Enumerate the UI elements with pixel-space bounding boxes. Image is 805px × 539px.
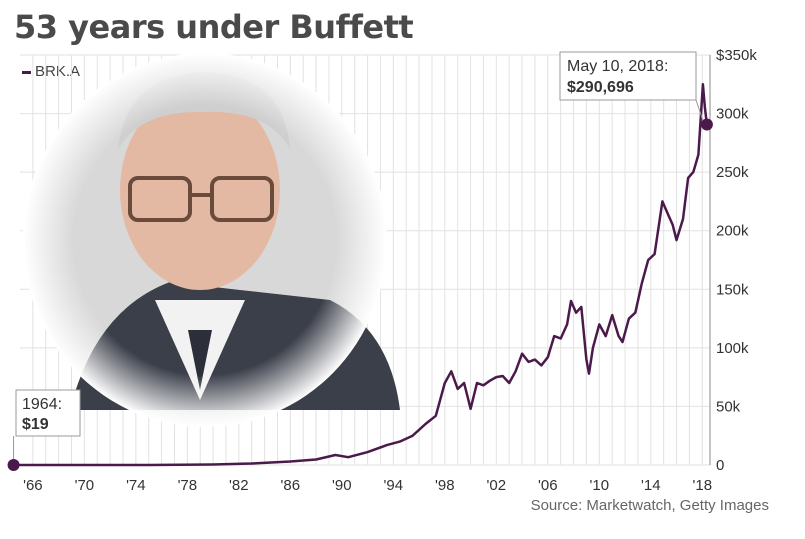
x-tick-label: '90 <box>332 477 352 494</box>
source-note: Source: Marketwatch, Getty Images <box>530 497 769 514</box>
y-tick-label: 200k <box>716 223 749 240</box>
x-tick-label: '06 <box>538 477 558 494</box>
legend-label: BRK.A <box>35 63 81 80</box>
x-tick-label: '70 <box>75 477 95 494</box>
x-tick-label: '86 <box>281 477 301 494</box>
callout-label-2018: May 10, 2018: <box>567 58 668 75</box>
x-tick-label: '02 <box>487 477 507 494</box>
data-point-1964 <box>7 458 20 471</box>
y-tick-label: 50k <box>716 398 741 415</box>
callout-label-1964: 1964: <box>22 396 62 413</box>
y-tick-label: $350k <box>716 47 757 64</box>
chart-title: 53 years under Buffett <box>14 8 414 46</box>
callout-leader-2018 <box>695 99 704 121</box>
x-tick-label: '66 <box>23 477 43 494</box>
y-tick-label: 150k <box>716 281 749 298</box>
callout-box-2018 <box>559 51 697 101</box>
callout-value-1964: $19 <box>22 416 49 433</box>
y-tick-label: 0 <box>716 457 724 474</box>
data-point-2018 <box>700 118 713 131</box>
portrait-photo <box>23 53 400 427</box>
x-tick-label: '94 <box>384 477 404 494</box>
x-tick-label: '98 <box>435 477 455 494</box>
legend-swatch <box>22 70 31 74</box>
callout-box-1964 <box>15 389 81 437</box>
x-tick-label: '14 <box>641 477 661 494</box>
series-line-brk-a <box>13 83 709 467</box>
y-tick-label: 100k <box>716 340 749 357</box>
y-tick-label: 300k <box>716 106 749 123</box>
legend: BRK.A <box>22 63 80 80</box>
x-tick-label: '10 <box>590 477 610 494</box>
x-tick-label: '78 <box>178 477 198 494</box>
x-tick-label: '18 <box>692 477 712 494</box>
y-tick-label: 250k <box>716 164 749 181</box>
x-tick-label: '74 <box>126 477 146 494</box>
callout-value-2018: $290,696 <box>567 79 634 96</box>
x-tick-label: '82 <box>229 477 249 494</box>
